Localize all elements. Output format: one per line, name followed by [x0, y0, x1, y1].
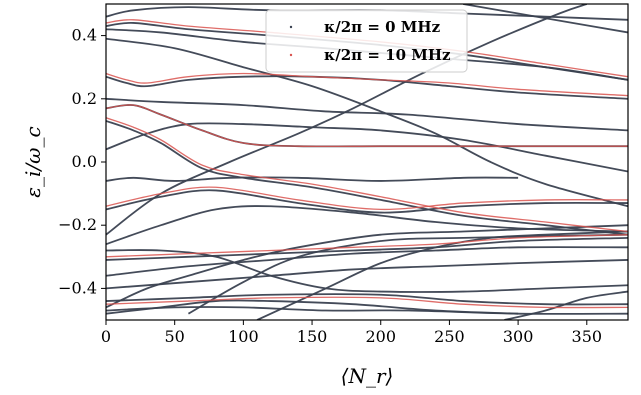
series-0-curve-4	[106, 97, 628, 132]
x-axis-label: ⟨N_r⟩	[341, 364, 394, 388]
series-1-curve-1	[106, 104, 628, 148]
series-0-curve-15	[106, 293, 628, 306]
series-0-curve-16	[106, 306, 628, 315]
series-0-curve-9	[106, 189, 628, 214]
x-tick-label: 200	[365, 327, 396, 346]
y-axis-label: ε_i/ω_c	[21, 126, 45, 197]
y-axis-ticks: −0.4 −0.2 0.0 0.2 0.4	[58, 26, 106, 297]
series-0-curve-18	[106, 224, 628, 309]
x-tick-label: 350	[572, 327, 603, 346]
series-0-curve-14	[106, 249, 628, 293]
series-1-curve-2	[106, 117, 628, 233]
x-tick-label: 0	[101, 327, 111, 346]
legend-label-0mhz: κ/2π = 0 MHz	[324, 18, 441, 36]
y-tick-label: 0.0	[72, 152, 97, 171]
legend-marker-10mhz	[289, 53, 293, 57]
series-0-curve-24	[463, 4, 628, 34]
curves-group	[106, 4, 628, 320]
series-0-curve-12	[106, 246, 628, 277]
legend-label-10mhz: κ/2π = 10 MHz	[324, 46, 451, 64]
series-0-curve-21	[106, 37, 628, 208]
series-1-curve-3	[106, 234, 628, 258]
y-tick-label: 0.2	[72, 89, 97, 108]
series-1-curve-4	[106, 296, 628, 309]
series-0-curve-23	[504, 290, 628, 320]
x-tick-label: 150	[297, 327, 328, 346]
series-0-curve-17	[106, 299, 519, 315]
legend: κ/2π = 0 MHz κ/2π = 10 MHz	[265, 9, 468, 73]
series-0-curve-10	[106, 205, 628, 246]
series-1-curve-6	[106, 72, 628, 97]
series-0-curve-11	[106, 236, 628, 261]
series-0-curve-13	[106, 259, 628, 290]
y-tick-label: 0.4	[72, 26, 97, 45]
series-0-curve-8	[106, 176, 519, 182]
x-tick-label: 100	[228, 327, 259, 346]
x-tick-label: 300	[503, 327, 534, 346]
legend-marker-0mhz	[289, 25, 293, 29]
x-tick-label: 50	[165, 327, 185, 346]
x-tick-label: 250	[434, 327, 465, 346]
y-tick-label: −0.2	[58, 215, 97, 234]
series-1-curve-5	[106, 186, 628, 211]
series-0-curve-22	[256, 230, 628, 320]
x-axis-ticks: 0 50 100 150 200 250 300 350	[101, 320, 602, 346]
series-0-curve-20	[106, 4, 588, 236]
series-0-curve-7	[106, 120, 628, 236]
legend-box	[265, 9, 468, 73]
y-tick-label: −0.4	[58, 278, 97, 297]
series-0-curve-6	[106, 122, 628, 173]
